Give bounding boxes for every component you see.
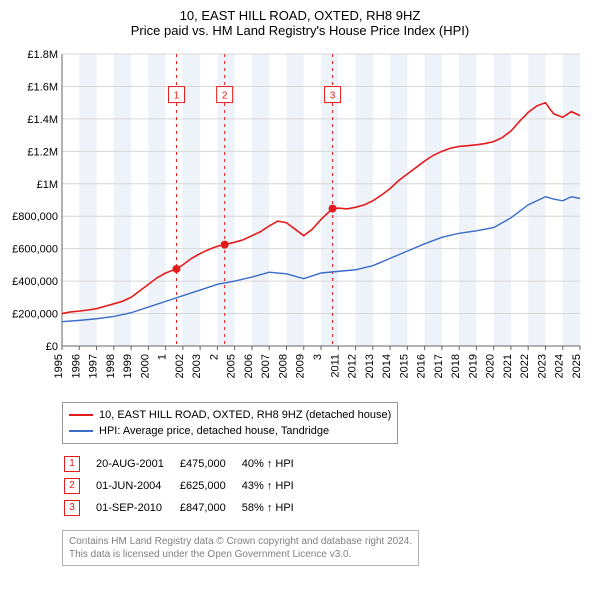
svg-text:1998: 1998	[105, 354, 117, 378]
svg-text:2007: 2007	[260, 354, 272, 378]
sale-pct: 43% ↑ HPI	[242, 476, 308, 496]
svg-text:2014: 2014	[381, 354, 393, 378]
svg-text:2006: 2006	[243, 354, 255, 378]
svg-text:2013: 2013	[364, 354, 376, 378]
svg-text:2016: 2016	[416, 354, 428, 378]
sale-date: 01-SEP-2010	[96, 498, 178, 518]
chart-title-block: 10, EAST HILL ROAD, OXTED, RH8 9HZ Price…	[10, 8, 590, 38]
sale-row: 3 01-SEP-2010£847,00058% ↑ HPI	[64, 498, 308, 518]
legend-swatch	[69, 430, 93, 432]
sale-price: £625,000	[180, 476, 240, 496]
svg-text:£1.2M: £1.2M	[27, 146, 58, 158]
svg-text:£0: £0	[46, 341, 58, 353]
svg-text:2020: 2020	[485, 354, 497, 378]
svg-text:2011: 2011	[329, 354, 341, 378]
title-line2: Price paid vs. HM Land Registry's House …	[10, 23, 590, 38]
svg-text:1: 1	[174, 91, 180, 102]
svg-text:2017: 2017	[433, 354, 445, 378]
sale-row: 2 01-JUN-2004£625,00043% ↑ HPI	[64, 476, 308, 496]
svg-text:1995: 1995	[53, 354, 65, 378]
legend: 10, EAST HILL ROAD, OXTED, RH8 9HZ (deta…	[62, 402, 398, 444]
legend-swatch	[69, 414, 93, 416]
sale-date: 20-AUG-2001	[96, 454, 178, 474]
svg-text:2022: 2022	[519, 354, 531, 378]
svg-text:1: 1	[157, 354, 169, 360]
svg-text:£800,000: £800,000	[12, 211, 58, 223]
svg-text:2005: 2005	[226, 354, 238, 378]
svg-text:2003: 2003	[191, 354, 203, 378]
svg-text:2023: 2023	[536, 354, 548, 378]
sale-marker-box: 1	[64, 456, 80, 472]
title-line1: 10, EAST HILL ROAD, OXTED, RH8 9HZ	[10, 8, 590, 23]
chart-area: £0 £200,000 £400,000 £600,000 £800,000 £1M £1.…	[10, 46, 590, 396]
svg-text:£1M: £1M	[37, 179, 58, 191]
svg-text:2008: 2008	[277, 354, 289, 378]
svg-text:1999: 1999	[122, 354, 134, 378]
legend-label: 10, EAST HILL ROAD, OXTED, RH8 9HZ (deta…	[99, 407, 391, 423]
attribution-footer: Contains HM Land Registry data © Crown c…	[62, 530, 419, 566]
svg-text:1996: 1996	[70, 354, 82, 378]
svg-text:£1.8M: £1.8M	[27, 49, 58, 61]
svg-text:2024: 2024	[554, 354, 566, 378]
svg-text:2: 2	[222, 91, 228, 102]
legend-row: 10, EAST HILL ROAD, OXTED, RH8 9HZ (deta…	[69, 407, 391, 423]
svg-text:1997: 1997	[88, 354, 100, 378]
svg-text:3: 3	[312, 354, 324, 360]
sale-date: 01-JUN-2004	[96, 476, 178, 496]
sale-pct: 40% ↑ HPI	[242, 454, 308, 474]
footer-line1: Contains HM Land Registry data © Crown c…	[69, 535, 412, 548]
svg-text:£1.6M: £1.6M	[27, 81, 58, 93]
svg-text:2: 2	[208, 354, 220, 360]
svg-text:2021: 2021	[502, 354, 514, 378]
price-chart: £0 £200,000 £400,000 £600,000 £800,000 £1M £1.…	[10, 46, 590, 396]
svg-text:2015: 2015	[398, 354, 410, 378]
svg-text:£1.4M: £1.4M	[27, 114, 58, 126]
svg-text:£200,000: £200,000	[12, 309, 58, 321]
svg-text:2025: 2025	[571, 354, 583, 378]
svg-text:2019: 2019	[467, 354, 479, 378]
svg-text:3: 3	[330, 91, 336, 102]
page-container: 10, EAST HILL ROAD, OXTED, RH8 9HZ Price…	[0, 0, 600, 574]
svg-text:2000: 2000	[139, 354, 151, 378]
sales-table: 1 20-AUG-2001£475,00040% ↑ HPI 2 01-JUN-200…	[62, 452, 310, 520]
sale-marker-box: 2	[64, 478, 80, 494]
footer-line2: This data is licensed under the Open Gov…	[69, 548, 412, 561]
svg-text:£600,000: £600,000	[12, 244, 58, 256]
legend-label: HPI: Average price, detached house, Tand…	[99, 423, 329, 439]
sale-row: 1 20-AUG-2001£475,00040% ↑ HPI	[64, 454, 308, 474]
sale-price: £475,000	[180, 454, 240, 474]
svg-text:£400,000: £400,000	[12, 276, 58, 288]
sale-marker-box: 3	[64, 500, 80, 516]
svg-text:2002: 2002	[174, 354, 186, 378]
sale-pct: 58% ↑ HPI	[242, 498, 308, 518]
svg-text:2009: 2009	[295, 354, 307, 378]
legend-row: HPI: Average price, detached house, Tand…	[69, 423, 391, 439]
svg-text:2018: 2018	[450, 354, 462, 378]
sale-price: £847,000	[180, 498, 240, 518]
svg-text:2012: 2012	[347, 354, 359, 378]
